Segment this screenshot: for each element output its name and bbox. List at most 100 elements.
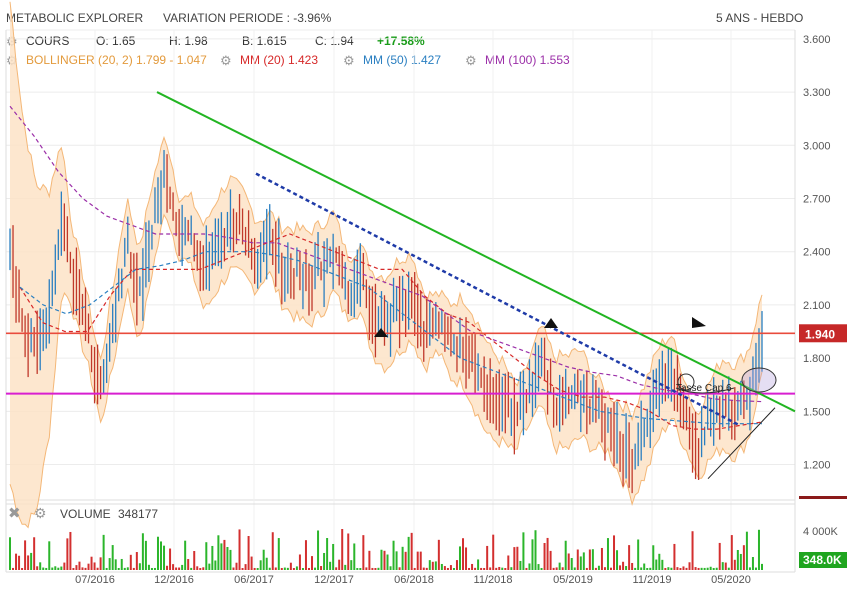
volume-label: VOLUME — [60, 507, 111, 521]
volume-bar — [531, 539, 534, 570]
volume-bar — [232, 567, 235, 570]
bollinger-lower — [9, 213, 763, 529]
volume-bar — [591, 549, 594, 570]
volume-bar — [585, 567, 588, 570]
volume-bar — [33, 537, 36, 570]
volume-bar — [114, 559, 117, 570]
volume-bar — [298, 554, 301, 570]
volume-bar — [69, 531, 72, 570]
gear-icon[interactable]: ⚙ — [465, 53, 477, 68]
volume-bar — [754, 567, 757, 570]
volume-bar — [380, 549, 383, 570]
volume-bar — [619, 565, 622, 570]
volume-bar — [193, 551, 196, 570]
volume-bar — [413, 567, 416, 570]
volume-bar — [286, 567, 289, 570]
volume-bar — [135, 552, 138, 570]
volume-bar — [465, 547, 468, 570]
close-icon[interactable]: ✖ — [8, 505, 21, 522]
volume-bar — [697, 567, 700, 570]
volume-bar — [196, 566, 199, 570]
volume-bar — [371, 567, 374, 570]
volume-bar — [501, 567, 504, 570]
volume-bar — [386, 554, 389, 570]
volume-bar — [175, 567, 178, 570]
volume-bar — [36, 566, 39, 570]
volume-bar — [474, 567, 477, 570]
volume-bar — [347, 533, 350, 570]
y-tick-label: 3.000 — [803, 140, 831, 152]
volume-bar — [211, 545, 214, 570]
volume-bar — [477, 559, 480, 570]
period-range[interactable]: 5 ANS - HEBDO — [716, 11, 804, 25]
volume-bar — [606, 538, 609, 570]
volume-bar — [706, 567, 709, 570]
bollinger-legend: BOLLINGER (20, 2) 1.799 - 1.047 — [26, 53, 207, 67]
volume-bar — [111, 545, 114, 570]
y-tick-label: 2.100 — [803, 300, 831, 312]
volume-bar — [144, 540, 147, 570]
volume-bar — [229, 549, 232, 570]
volume-bar — [15, 553, 18, 570]
volume-bar — [383, 550, 386, 570]
mm50-line — [19, 251, 762, 425]
high-value: H: 1.98 — [169, 34, 208, 48]
volume-bar — [540, 567, 543, 570]
gear-icon[interactable]: ⚙ — [343, 53, 355, 68]
x-tick-label: 06/2017 — [234, 574, 274, 586]
volume-bar — [27, 555, 30, 570]
volume-bar — [567, 553, 570, 570]
volume-bar — [320, 566, 323, 570]
volume-bar — [141, 533, 144, 570]
volume-bar — [377, 567, 380, 570]
volume-bar — [486, 545, 489, 570]
volume-bar — [235, 562, 238, 570]
volume-bar — [247, 536, 250, 570]
arrow-marker — [692, 317, 706, 328]
volume-bar — [84, 567, 87, 570]
mm100-line — [9, 105, 763, 403]
volume-bar — [685, 567, 688, 570]
volume-bar — [241, 567, 244, 570]
volume-bar — [404, 551, 407, 570]
volume-bar — [552, 567, 555, 570]
volume-bar — [727, 567, 730, 570]
y-tick-label: 1.500 — [803, 406, 831, 418]
volume-bar — [761, 563, 763, 570]
y-tick-label: 2.700 — [803, 193, 831, 205]
volume-bar — [428, 560, 431, 570]
volume-bar — [108, 558, 111, 570]
volume-bar — [295, 566, 298, 570]
volume-bar — [166, 565, 169, 570]
volume-bar — [93, 562, 96, 570]
volume-bar — [63, 562, 66, 570]
arrow-marker — [374, 328, 388, 337]
volume-bar — [181, 564, 184, 570]
volume-bar — [673, 543, 676, 570]
volume-bar — [519, 560, 522, 570]
volume-bar — [582, 552, 585, 570]
gear-icon[interactable]: ⚙ — [220, 53, 232, 68]
volume-bar — [21, 567, 24, 570]
volume-bar — [748, 567, 751, 570]
volume-bar — [431, 561, 434, 570]
volume-bar — [622, 561, 625, 570]
gear-icon[interactable]: ⚙ — [34, 505, 47, 521]
volume-bar — [443, 566, 446, 570]
volume-bar — [739, 553, 742, 570]
volume-bar — [292, 567, 295, 570]
volume-bar — [150, 567, 153, 570]
volume-bar — [326, 538, 329, 570]
volume-bar — [721, 562, 724, 570]
volume-bar — [603, 567, 606, 570]
volume-bar — [163, 545, 166, 570]
volume-bar — [392, 540, 395, 570]
period-variation: VARIATION PERIODE : -3.96% — [163, 11, 332, 25]
volume-bar — [712, 567, 715, 570]
volume-bar — [718, 542, 721, 570]
volume-bar — [455, 560, 458, 570]
volume-bar — [120, 558, 123, 570]
price-axis: 3.600 3.300 3.000 2.700 2.400 2.100 1.800 1.500… — [799, 34, 847, 568]
mm20-legend: MM (20) 1.423 — [240, 53, 319, 67]
